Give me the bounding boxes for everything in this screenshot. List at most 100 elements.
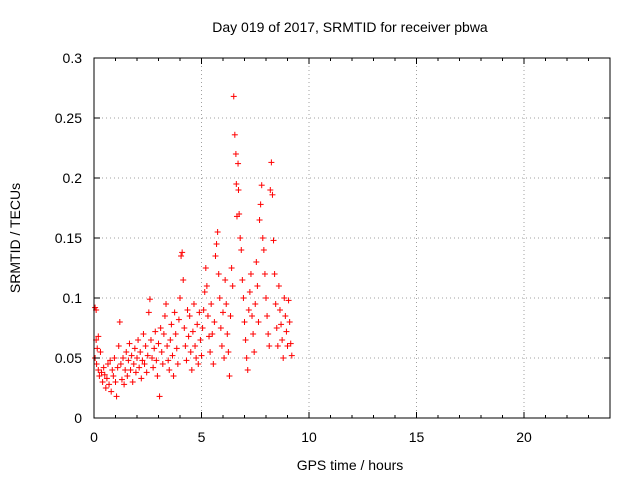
y-tick-label: 0 — [74, 410, 82, 426]
data-point — [103, 375, 110, 382]
data-point — [260, 247, 267, 253]
x-tick-label: 15 — [409, 429, 425, 445]
data-point — [204, 313, 211, 319]
data-point — [179, 249, 186, 256]
data-point — [240, 295, 247, 301]
data-point — [97, 349, 104, 355]
y-tick-label: 0.25 — [55, 110, 82, 126]
data-point — [121, 381, 128, 388]
data-point — [154, 373, 161, 379]
data-point — [139, 357, 146, 364]
data-point — [141, 361, 148, 367]
data-point — [106, 381, 113, 388]
data-point — [114, 364, 121, 371]
data-point — [257, 201, 264, 208]
data-point — [253, 259, 260, 265]
data-point — [206, 333, 213, 340]
data-point — [168, 321, 175, 328]
data-point — [150, 364, 157, 371]
data-point — [147, 337, 154, 343]
data-point — [201, 289, 208, 295]
data-point — [233, 181, 240, 187]
data-point — [195, 361, 202, 367]
data-point — [239, 277, 246, 283]
data-point — [169, 352, 176, 359]
data-point — [161, 313, 168, 319]
data-point — [172, 331, 179, 337]
data-point — [265, 331, 272, 337]
data-point — [110, 373, 117, 379]
data-point — [251, 349, 258, 355]
data-point — [227, 313, 234, 319]
data-point — [287, 340, 294, 347]
data-point — [100, 364, 107, 371]
y-tick-label: 0.05 — [55, 350, 82, 366]
data-point — [250, 331, 257, 337]
data-point — [217, 325, 224, 331]
data-point — [209, 331, 216, 337]
data-point — [182, 343, 189, 349]
data-point — [170, 373, 177, 379]
data-point — [117, 361, 124, 367]
data-point — [107, 357, 114, 364]
data-point — [268, 159, 275, 166]
data-point — [166, 367, 173, 373]
data-point — [194, 321, 201, 328]
data-point — [135, 337, 142, 343]
data-point — [288, 352, 295, 359]
data-point — [96, 373, 103, 379]
y-tick-label: 0.3 — [63, 50, 83, 66]
data-point — [98, 369, 105, 376]
data-point — [129, 379, 136, 385]
data-point — [273, 325, 280, 331]
data-point — [142, 343, 149, 349]
data-point — [232, 151, 239, 157]
y-tick-label: 0.2 — [63, 170, 83, 186]
data-point — [199, 325, 206, 331]
data-point — [207, 349, 214, 355]
data-point — [281, 295, 288, 301]
data-point — [241, 319, 248, 325]
data-point — [140, 331, 147, 337]
data-point — [115, 343, 122, 349]
data-point — [225, 349, 232, 355]
data-point — [269, 191, 276, 198]
data-point — [192, 343, 199, 349]
data-point — [167, 337, 174, 343]
data-point — [163, 301, 170, 307]
data-point — [235, 187, 242, 193]
data-point — [126, 340, 133, 347]
data-point — [202, 265, 209, 271]
data-point — [282, 313, 289, 319]
data-point — [159, 361, 166, 367]
data-point — [196, 309, 203, 316]
data-point — [259, 235, 266, 241]
data-point — [128, 352, 135, 359]
data-point — [136, 364, 143, 371]
data-point — [236, 211, 243, 217]
data-point — [261, 271, 268, 277]
data-point — [109, 367, 116, 373]
data-point — [125, 357, 132, 364]
data-point — [210, 361, 217, 367]
data-point — [278, 321, 285, 328]
data-point — [211, 319, 218, 325]
data-point — [213, 241, 220, 247]
data-point — [152, 328, 159, 335]
axis-ticks: 0 5 10 15 20 0 0.05 0.1 0.15 0.2 0.25 0.3 — [55, 50, 610, 445]
data-point — [222, 277, 229, 283]
data-point — [104, 361, 111, 367]
data-point — [200, 307, 207, 313]
data-point — [156, 393, 163, 400]
data-point — [252, 301, 259, 307]
data-point — [134, 355, 140, 361]
data-point — [247, 271, 254, 277]
data-points — [92, 93, 295, 400]
data-point — [124, 373, 131, 379]
data-point — [224, 331, 231, 337]
data-point — [108, 388, 115, 395]
data-point — [255, 319, 262, 325]
data-point — [145, 309, 152, 316]
data-point — [216, 295, 223, 301]
